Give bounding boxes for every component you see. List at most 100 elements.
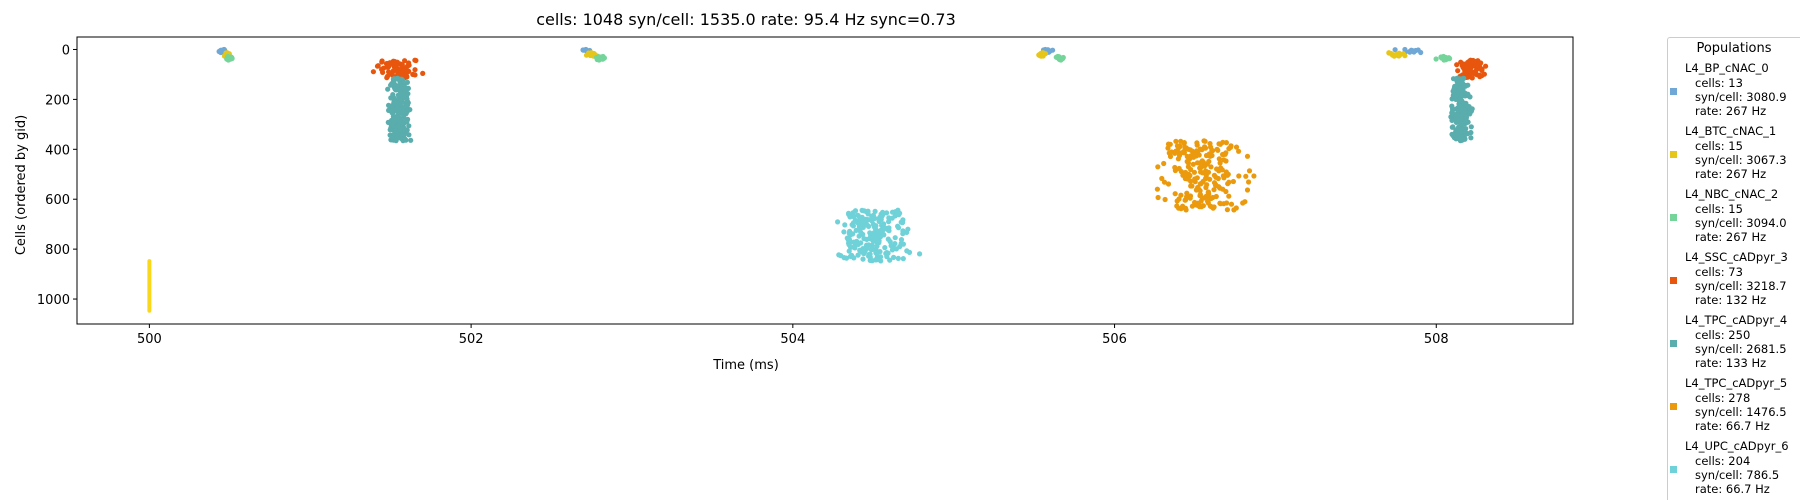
legend-rate-2: rate: 267 Hz: [1695, 230, 1767, 244]
spike-6-0-189: [891, 254, 897, 260]
spike-5-0-158: [1210, 148, 1216, 154]
spike-5-0-199: [1198, 164, 1204, 171]
spike-5-0-215: [1188, 178, 1194, 184]
spike-5-0-4: [1244, 153, 1251, 159]
legend-entry-2: L4_NBC_cNAC_2 cells: 15 syn/cell: 3094.0 ra…: [1668, 187, 1800, 250]
series-5: [1154, 138, 1257, 213]
spike-3-0-2: [402, 58, 408, 64]
spike-5-0-198: [1177, 143, 1183, 149]
spike-4-0-202: [392, 86, 398, 92]
y-tick-label-4: 800: [45, 243, 70, 258]
spike-6-0-194: [900, 256, 906, 262]
legend-cells-2: cells: 15: [1695, 202, 1743, 216]
spike-1-2-14: [1038, 53, 1044, 59]
legend-entry-5: L4_TPC_cADpyr_5 cells: 278 syn/cell: 1476.…: [1668, 376, 1800, 439]
spike-6-0-159: [889, 247, 896, 253]
spike-3-1-71: [1469, 75, 1475, 81]
spike-5-0-178: [1184, 190, 1190, 196]
legend-swatch-3: [1670, 277, 1677, 284]
legend-cells-1: cells: 15: [1695, 139, 1743, 153]
series-2: [224, 53, 1453, 63]
spike-1-3-12: [1402, 53, 1408, 59]
spike-6-0-82: [886, 228, 892, 234]
spike-4-0-198: [385, 119, 391, 125]
spike-5-0-72: [1191, 169, 1197, 175]
chart-title: cells: 1048 syn/cell: 1535.0 rate: 95.4 …: [536, 10, 956, 29]
spike-5-0-94: [1154, 186, 1160, 192]
spike-4-0-190: [399, 109, 405, 115]
spike-5-0-133: [1231, 207, 1237, 213]
legend-swatch-6: [1670, 466, 1677, 473]
spike-5-0-172: [1200, 178, 1206, 185]
spike-5-0-144: [1242, 199, 1248, 205]
spike-2-2-14: [1058, 57, 1064, 63]
spike-5-0-136: [1173, 138, 1179, 144]
spike-6-0-158: [868, 247, 875, 253]
spike-5-0-216: [1214, 166, 1220, 172]
spike-6-0-110: [892, 235, 898, 241]
legend-swatch-0: [1670, 88, 1677, 95]
spike-5-0-189: [1213, 182, 1219, 188]
spike-5-0-206: [1178, 206, 1184, 212]
spike-4-0-216: [404, 102, 411, 108]
spike-5-0-219: [1208, 164, 1214, 170]
spike-2-1-14: [596, 57, 602, 63]
spike-5-0-166: [1159, 175, 1165, 182]
x-tick-label-4: 508: [1424, 332, 1449, 347]
legend-entry-3: L4_SSC_cADpyr_3 cells: 73 syn/cell: 3218.7…: [1668, 250, 1800, 313]
spike-1-3-14: [1391, 53, 1397, 59]
spike-5-0-84: [1228, 201, 1235, 207]
legend-rate-1: rate: 267 Hz: [1695, 167, 1767, 181]
spike-4-1-209: [1450, 112, 1456, 118]
spike-2-3-10: [1433, 56, 1439, 62]
spike-4-1-189: [1449, 117, 1455, 123]
spike-6-0-200: [887, 257, 893, 263]
spike-5-0-201: [1192, 179, 1198, 185]
spike-4-0-199: [392, 117, 398, 123]
spike-5-0-187: [1210, 194, 1216, 201]
spike-4-1-211: [1459, 137, 1465, 143]
spike-4-0-174: [394, 103, 401, 109]
legend-entry-1: L4_BTC_cNAC_1 cells: 15 syn/cell: 3067.3 ra…: [1668, 124, 1800, 187]
spike-6-0-180: [855, 252, 861, 258]
spike-5-0-5: [1165, 181, 1172, 187]
x-tick-label-1: 502: [459, 332, 484, 347]
spike-5-0-147: [1198, 169, 1204, 175]
spike-5-0-190: [1183, 145, 1189, 151]
spike-6-0-81: [853, 227, 859, 233]
series-3: [370, 57, 1489, 81]
legend-swatch-5: [1670, 403, 1677, 410]
legend-name-1: L4_BTC_cNAC_1: [1685, 124, 1777, 138]
spike-5-0-211: [1194, 202, 1200, 208]
spike-5-0-63: [1203, 184, 1209, 191]
spike-markers: [147, 46, 1489, 313]
legend-cells-5: cells: 278: [1695, 391, 1751, 405]
spike-4-0-205: [404, 119, 410, 125]
spike-5-0-208: [1246, 168, 1253, 174]
spike-5-0-195: [1182, 205, 1189, 211]
y-tick-label-2: 400: [45, 143, 70, 158]
spike-5-0-214: [1184, 158, 1190, 165]
legend-cells-3: cells: 73: [1695, 265, 1743, 279]
spike-4-0-146: [390, 92, 396, 98]
spike-6-0-63: [850, 223, 857, 229]
legend-swatch-4: [1670, 340, 1677, 347]
spike-3-1-24: [1483, 63, 1489, 69]
spike-5-0-126: [1223, 140, 1229, 146]
legend-swatch-2: [1670, 214, 1677, 221]
spike-5-0-155: [1221, 201, 1227, 207]
spike-6-0-70: [895, 225, 902, 231]
spike-6-0-94: [900, 231, 906, 237]
spike-6-0-5: [872, 208, 878, 214]
spike-6-0-175: [917, 251, 923, 257]
spike-6-0-186: [884, 254, 890, 260]
spike-3-0-38: [412, 67, 418, 73]
legend-rate-4: rate: 133 Hz: [1695, 356, 1767, 370]
spike-5-0-70: [1155, 164, 1161, 170]
spike-5-0-174: [1155, 194, 1161, 201]
spike-4-1-215: [1463, 102, 1469, 108]
y-tick-label-0: 0: [62, 43, 70, 58]
spike-6-0-136: [900, 241, 907, 247]
spike-6-0-164: [846, 248, 852, 254]
spike-4-0-148: [387, 127, 393, 133]
